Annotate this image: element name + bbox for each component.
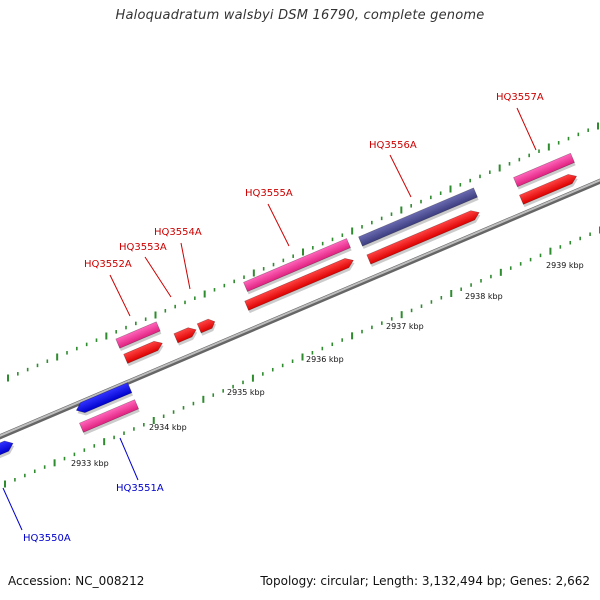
cds-feature-hq3553a: [173, 327, 198, 346]
gene-label: HQ3553A: [119, 242, 167, 253]
gene-feature-hq3550a: [0, 440, 15, 461]
backbone: [0, 178, 600, 440]
leader-line: [119, 437, 139, 481]
scale-label: 2934 kbp: [149, 423, 187, 432]
scale-labels: 2933 kbp 2934 kbp 2935 kbp 2936 kbp 2937 kbp…: [71, 261, 584, 468]
outer-tick-ring: [7, 122, 599, 382]
leader-line: [2, 487, 23, 531]
gene-labels: HQ3550A HQ3551A HQ3552A HQ3553A HQ3554A HQ355…: [23, 92, 544, 544]
gene-feature-hq3556a: [358, 187, 479, 249]
leader-line: [516, 107, 537, 151]
genome-summary: Topology: circular; Length: 3,132,494 bp…: [260, 574, 590, 588]
cds-feature-hq3554a: [196, 318, 216, 336]
cds-feature-hq3552a: [123, 340, 164, 367]
gene-label: HQ3557A: [496, 92, 544, 103]
feature-layer: [0, 152, 578, 461]
gene-label: HQ3552A: [84, 259, 132, 270]
gene-feature-hq3551a-blue: [75, 382, 134, 416]
scale-label: 2936 kbp: [306, 355, 344, 364]
cds-feature-hq3555a: [244, 258, 355, 314]
scale-label: 2938 kbp: [465, 292, 503, 301]
map-title: Haloquadratum walsbyi DSM 16790, complet…: [115, 8, 485, 23]
leader-line: [267, 203, 290, 247]
scale-label: 2933 kbp: [71, 459, 109, 468]
cds-feature-hq3557a: [519, 174, 578, 208]
cds-feature-hq3556a: [366, 210, 481, 267]
leader-line: [109, 274, 131, 317]
inner-tick-ring: [4, 226, 600, 488]
leader-line: [389, 154, 412, 198]
scale-label: 2937 kbp: [386, 322, 424, 331]
leader-line: [180, 242, 191, 290]
gene-label: HQ3551A: [116, 483, 164, 494]
gene-feature-hq3551a: [79, 399, 140, 436]
gene-feature-hq3555a: [243, 238, 352, 295]
scale-label: 2935 kbp: [227, 388, 265, 397]
gene-label: HQ3554A: [154, 227, 202, 238]
gene-label: HQ3555A: [245, 188, 293, 199]
gene-feature-hq3557a: [513, 152, 576, 190]
gene-feature-hq3552a: [115, 321, 162, 351]
gene-label: HQ3556A: [369, 140, 417, 151]
accession-text: Accession: NC_008212: [8, 574, 145, 588]
label-leader-lines: [2, 107, 537, 531]
gene-label: HQ3550A: [23, 533, 71, 544]
leader-line: [144, 256, 172, 298]
scale-label: 2939 kbp: [546, 261, 584, 270]
